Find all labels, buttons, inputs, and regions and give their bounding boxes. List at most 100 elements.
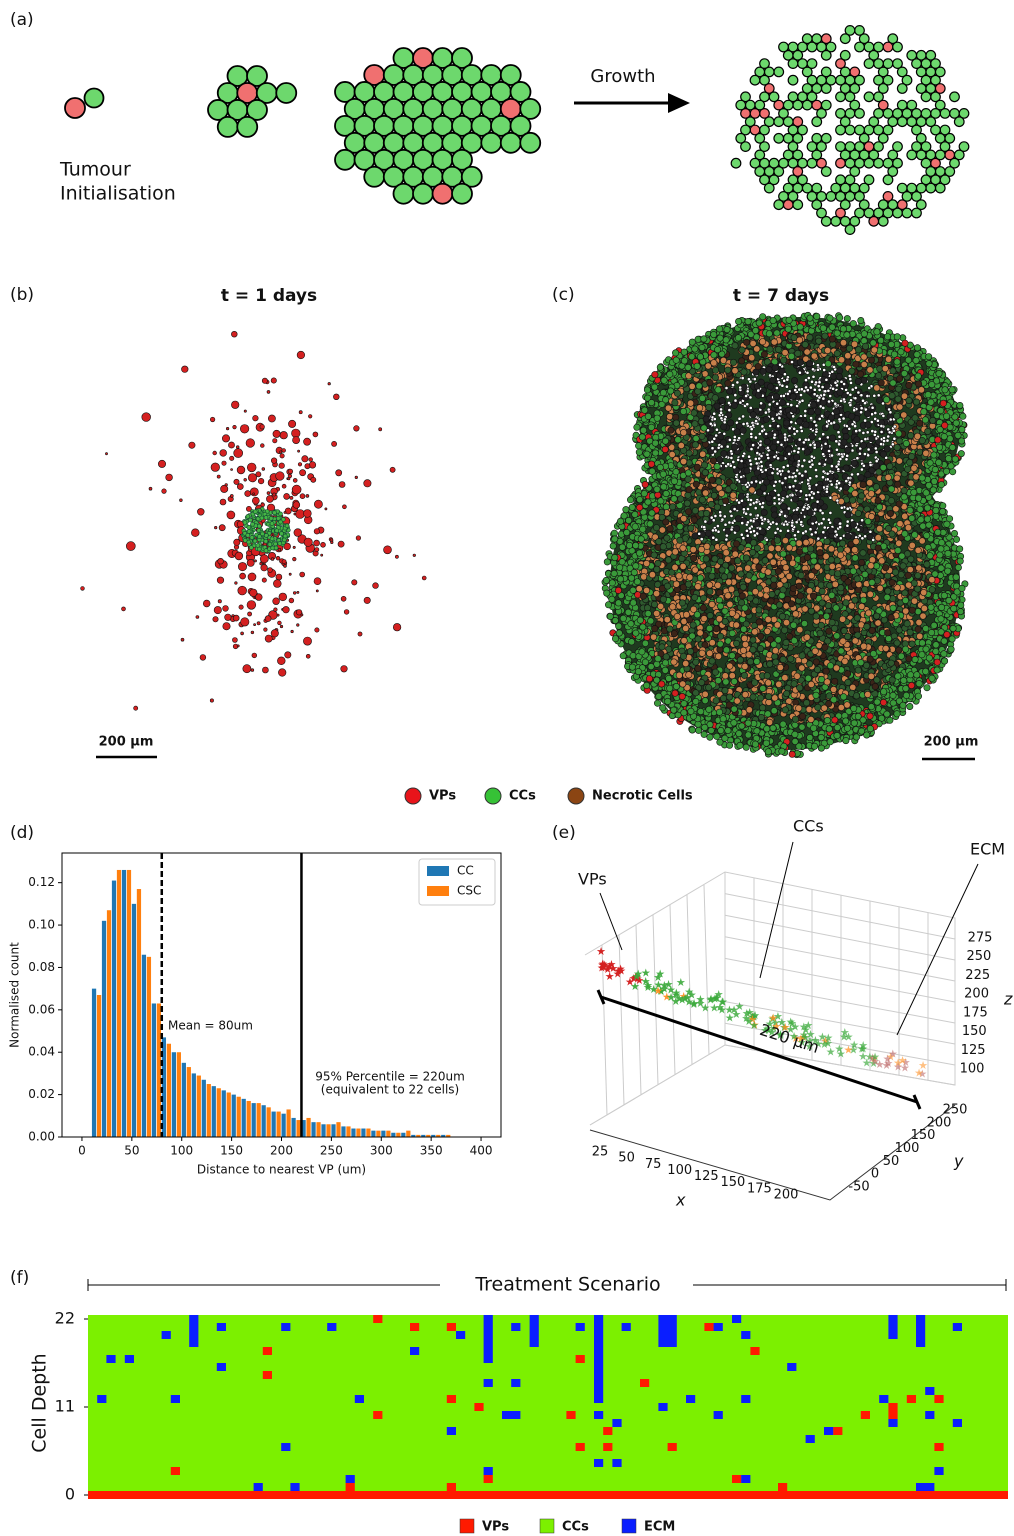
cell-dot — [669, 451, 675, 457]
cell-dot — [304, 538, 312, 546]
cell-dot — [288, 469, 293, 474]
cell-dot — [749, 355, 755, 361]
cell-scatter — [81, 312, 969, 758]
cell-dot — [761, 509, 767, 515]
cell-dot — [934, 667, 940, 673]
cell-dot — [790, 404, 793, 407]
cell-dot — [273, 511, 277, 515]
cell-dot — [742, 415, 745, 418]
cell-dot — [226, 427, 229, 430]
cell-dot — [338, 541, 344, 547]
cell-dot — [741, 377, 744, 380]
cell-dot — [829, 511, 832, 514]
cell-dot — [284, 511, 286, 513]
cell-dot — [278, 548, 281, 551]
cell-dot — [813, 659, 819, 665]
cell-dot — [830, 483, 833, 486]
cell-dot — [237, 466, 245, 474]
cell-dot — [668, 427, 674, 433]
cell-dot — [260, 555, 268, 563]
cell-dot — [273, 580, 281, 588]
cell-dot — [214, 606, 221, 613]
cell-dot — [772, 648, 778, 654]
cell-dot — [726, 445, 729, 448]
cell-dot — [314, 540, 320, 546]
cell-dot — [271, 458, 277, 464]
cell-dot — [280, 625, 283, 628]
cell-dot — [262, 468, 265, 471]
cell-dot — [714, 733, 720, 739]
cell-dot — [804, 414, 807, 417]
cell-dot — [787, 529, 790, 532]
cell-dot — [267, 492, 270, 495]
cell-dot — [282, 560, 286, 564]
cell-dot — [189, 442, 195, 448]
cell-dot — [306, 654, 310, 658]
cell-dot — [280, 431, 288, 439]
cell-dot — [880, 443, 883, 446]
cell-dot — [356, 536, 361, 541]
cell-dot — [830, 454, 833, 457]
cell-dot — [314, 500, 322, 508]
cell-dot — [813, 388, 816, 391]
cell-dot — [289, 573, 291, 575]
cell-dot — [166, 474, 173, 481]
cell-dot — [134, 706, 138, 710]
cell-dot — [827, 389, 830, 392]
cell-dot — [234, 479, 239, 484]
cell-dot — [341, 666, 348, 673]
cell-dot — [221, 485, 228, 492]
cell-dot — [250, 589, 258, 597]
cell-dot — [915, 693, 921, 699]
cell-dot — [854, 397, 857, 400]
cell-dot — [390, 467, 395, 472]
cell-dot — [773, 502, 776, 505]
cell-dot — [794, 389, 797, 392]
cell-dot — [273, 493, 276, 496]
panel-label: (d) — [10, 823, 34, 843]
cell-dot — [876, 419, 879, 422]
cell-dot — [675, 437, 681, 443]
cell-dot — [270, 537, 274, 541]
cell-dot — [219, 525, 225, 531]
cell-dot — [126, 542, 135, 551]
cell-dot — [857, 391, 860, 394]
scale-bar-label: 200 µm — [924, 735, 979, 750]
cell-dot — [699, 395, 705, 401]
cell-dot — [721, 518, 724, 521]
cell-dot — [248, 612, 252, 616]
cell-dot — [774, 531, 777, 534]
cell-dot — [753, 534, 756, 537]
cell-dot — [797, 447, 800, 450]
cell-dot — [870, 340, 876, 346]
cell-dot — [285, 652, 291, 658]
cell-dot — [300, 494, 305, 499]
cell-dot — [283, 534, 287, 538]
cell-dot — [297, 351, 305, 359]
cell-dot — [260, 516, 264, 520]
cell-dot — [291, 630, 294, 633]
cell-dot — [336, 470, 342, 476]
cell-dot — [280, 532, 284, 536]
cell-dot — [804, 410, 807, 413]
cell-dot — [885, 588, 891, 594]
cell-dot — [818, 437, 821, 440]
cell-dot — [840, 506, 843, 509]
cell-dot — [243, 521, 247, 525]
cell-dot — [822, 518, 825, 521]
cell-dot — [213, 617, 218, 622]
cell-dot — [774, 480, 777, 483]
cell-dot — [268, 415, 275, 422]
cell-dot — [802, 448, 805, 451]
cell-dot — [222, 461, 226, 465]
cell-dot — [824, 390, 827, 393]
cell-dot — [384, 546, 392, 554]
cell-dot — [313, 432, 318, 437]
cell-dot — [293, 478, 297, 482]
cell-dot — [162, 489, 167, 494]
cell-dot — [300, 470, 306, 476]
cell-dot — [810, 533, 813, 536]
cell-dot — [280, 454, 284, 458]
cell-dot — [279, 463, 285, 469]
